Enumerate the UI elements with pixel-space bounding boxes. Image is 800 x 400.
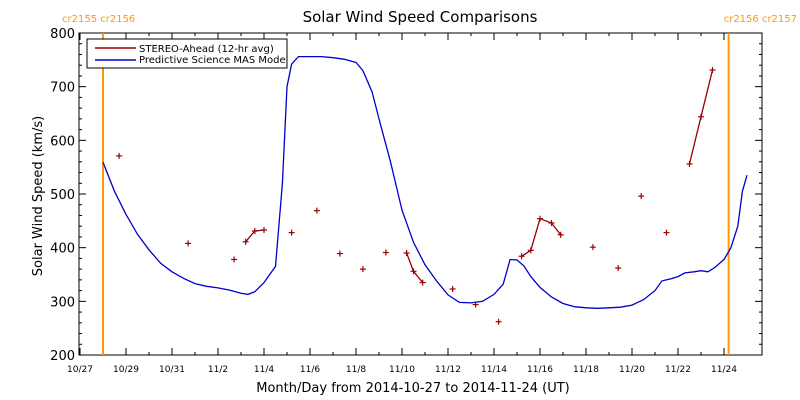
stereo-point <box>242 238 249 245</box>
y-tick-label: 700 <box>50 81 75 96</box>
x-axis-ticks: 10/27 10/29 10/31 11/2 11/4 11/6 11/8 11/10 11/1… <box>67 33 737 375</box>
stereo-point <box>313 207 320 214</box>
stereo-point <box>288 229 295 236</box>
stereo-point <box>548 219 555 226</box>
stereo-point <box>472 301 479 308</box>
legend-label-model: Predictive Science MAS Model <box>139 55 288 66</box>
stereo-segment <box>521 217 562 257</box>
model-series <box>102 55 748 309</box>
x-tick-label: 11/8 <box>346 365 366 375</box>
stereo-series <box>116 67 716 325</box>
stereo-point <box>116 152 123 159</box>
x-tick-label: 11/18 <box>573 365 599 375</box>
x-tick-label: 10/29 <box>113 365 139 375</box>
stereo-point <box>185 240 192 247</box>
stereo-point <box>419 279 426 286</box>
stereo-point <box>359 266 366 273</box>
x-tick-label: 11/4 <box>254 365 274 375</box>
stereo-point <box>495 318 502 325</box>
stereo-point <box>403 250 410 257</box>
legend: STEREO-Ahead (12-hr avg) Predictive Scie… <box>86 38 288 69</box>
rotation-markers: cr2155 cr2156 cr2156 cr2157 <box>62 14 797 355</box>
x-tick-label: 11/12 <box>435 365 461 375</box>
stereo-point <box>709 67 716 74</box>
stereo-point <box>663 229 670 236</box>
x-tick-label: 11/20 <box>619 365 645 375</box>
x-tick-label: 11/10 <box>389 365 415 375</box>
x-tick-label: 11/14 <box>481 365 507 375</box>
x-tick-label: 10/31 <box>159 365 185 375</box>
y-tick-label: 300 <box>50 295 75 310</box>
y-axis-ticks: 200 300 400 500 600 700 800 <box>50 27 762 364</box>
stereo-point <box>686 160 693 167</box>
y-axis-label: Solar Wind Speed (km/s) <box>31 116 46 276</box>
model-line <box>102 55 748 309</box>
rotation-marker-label: cr2155 cr2156 <box>62 14 135 25</box>
stereo-point <box>615 265 622 272</box>
x-axis-label: Month/Day from 2014-10-27 to 2014-11-24 … <box>256 381 569 396</box>
stereo-point <box>518 253 525 260</box>
y-tick-label: 800 <box>50 27 75 42</box>
stereo-point <box>382 249 389 256</box>
stereo-segment <box>405 252 424 284</box>
stereo-point <box>527 247 534 254</box>
x-tick-label: 11/16 <box>527 365 553 375</box>
x-tick-label: 11/22 <box>665 365 691 375</box>
stereo-point <box>449 285 456 292</box>
chart-title: Solar Wind Speed Comparisons <box>303 8 538 26</box>
stereo-point <box>231 256 238 263</box>
legend-box <box>86 38 288 69</box>
x-tick-label: 11/24 <box>711 365 737 375</box>
stereo-point <box>261 226 267 233</box>
x-tick-label: 11/2 <box>208 365 228 375</box>
stereo-point <box>638 193 645 200</box>
stereo-point <box>557 231 564 238</box>
y-tick-label: 500 <box>50 188 75 203</box>
y-tick-label: 400 <box>50 242 75 257</box>
stereo-point <box>537 215 543 222</box>
y-tick-label: 200 <box>50 349 75 364</box>
legend-label-stereo: STEREO-Ahead (12-hr avg) <box>139 44 274 55</box>
x-tick-label: 10/27 <box>67 365 93 375</box>
stereo-point <box>589 244 596 251</box>
stereo-point <box>251 228 258 235</box>
stereo-point <box>698 113 704 120</box>
rotation-marker-label: cr2156 cr2157 <box>724 14 797 25</box>
stereo-point <box>336 250 343 257</box>
y-tick-label: 600 <box>50 134 75 149</box>
x-tick-label: 11/6 <box>300 365 320 375</box>
stereo-point <box>410 268 417 275</box>
plot-frame <box>78 32 763 356</box>
